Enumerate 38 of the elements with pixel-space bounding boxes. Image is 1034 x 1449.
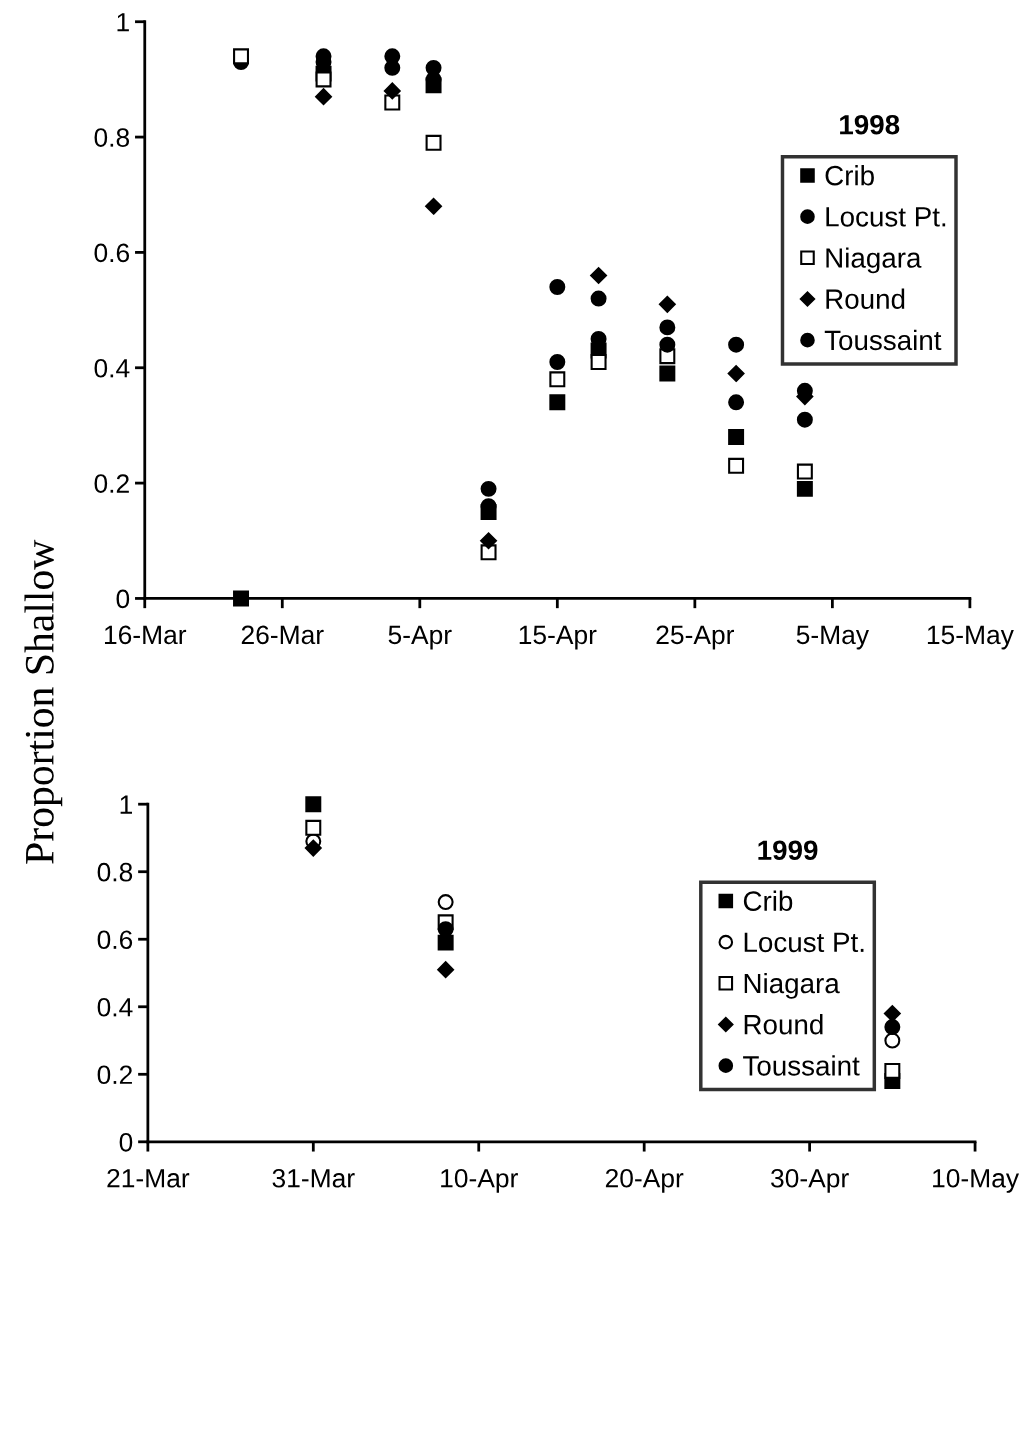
x-tick-label: 16-Mar <box>104 625 187 645</box>
x-tick-label: 30-Apr <box>771 1168 849 1193</box>
legend-label: Crib <box>825 165 874 186</box>
text: 1998 <box>840 114 900 135</box>
legend-label: Round <box>744 1014 823 1035</box>
legend-label: Toussaint <box>743 1055 860 1076</box>
x-tick-label: 20-Apr <box>605 1168 684 1193</box>
y-tick-label: 0 <box>116 589 130 609</box>
y-tick-label: 0.8 <box>97 862 133 882</box>
legend-label: Toussaint <box>824 329 942 351</box>
x-tick-label: 15-May <box>927 625 1014 650</box>
y-tick-label: 0 <box>119 1132 133 1152</box>
legend-label: Locust Pt. <box>744 932 864 953</box>
legend-label: Round <box>826 288 905 309</box>
y-tick-label: 0.2 <box>97 1065 132 1085</box>
legend-label: Crib <box>743 890 793 911</box>
y-tick-label: 1 <box>120 795 132 814</box>
y-tick-label: 0.6 <box>94 243 130 263</box>
y-tick-label: 1 <box>117 13 129 32</box>
x-tick-label: 5-Apr <box>388 625 452 650</box>
x-tick-label: 26-Mar <box>241 625 324 645</box>
legend-label: Niagara <box>744 972 840 999</box>
y-tick-label: 0.8 <box>94 128 130 147</box>
x-tick-label: 25-Apr <box>656 625 735 650</box>
y-tick-label: 0.4 <box>94 358 130 378</box>
legend-label: Locust Pt. <box>826 207 946 227</box>
y-tick-label: 0.4 <box>97 997 133 1017</box>
x-tick-label: 21-Mar <box>107 1168 190 1188</box>
y-tick-label: 0.6 <box>97 930 133 950</box>
x-tick-label: 31-Mar <box>272 1168 355 1188</box>
x-tick-label: 10-Apr <box>441 1168 518 1193</box>
legend-label: Niagara <box>826 247 922 274</box>
x-tick-label: 10-May <box>933 1168 1020 1193</box>
text: 1999 <box>758 840 818 861</box>
x-tick-label: 15-Apr <box>519 625 597 650</box>
x-tick-label: 5-May <box>796 625 869 650</box>
y-axis-title: Proportion Shallow <box>24 539 63 864</box>
y-tick-label: 0.2 <box>94 474 129 493</box>
